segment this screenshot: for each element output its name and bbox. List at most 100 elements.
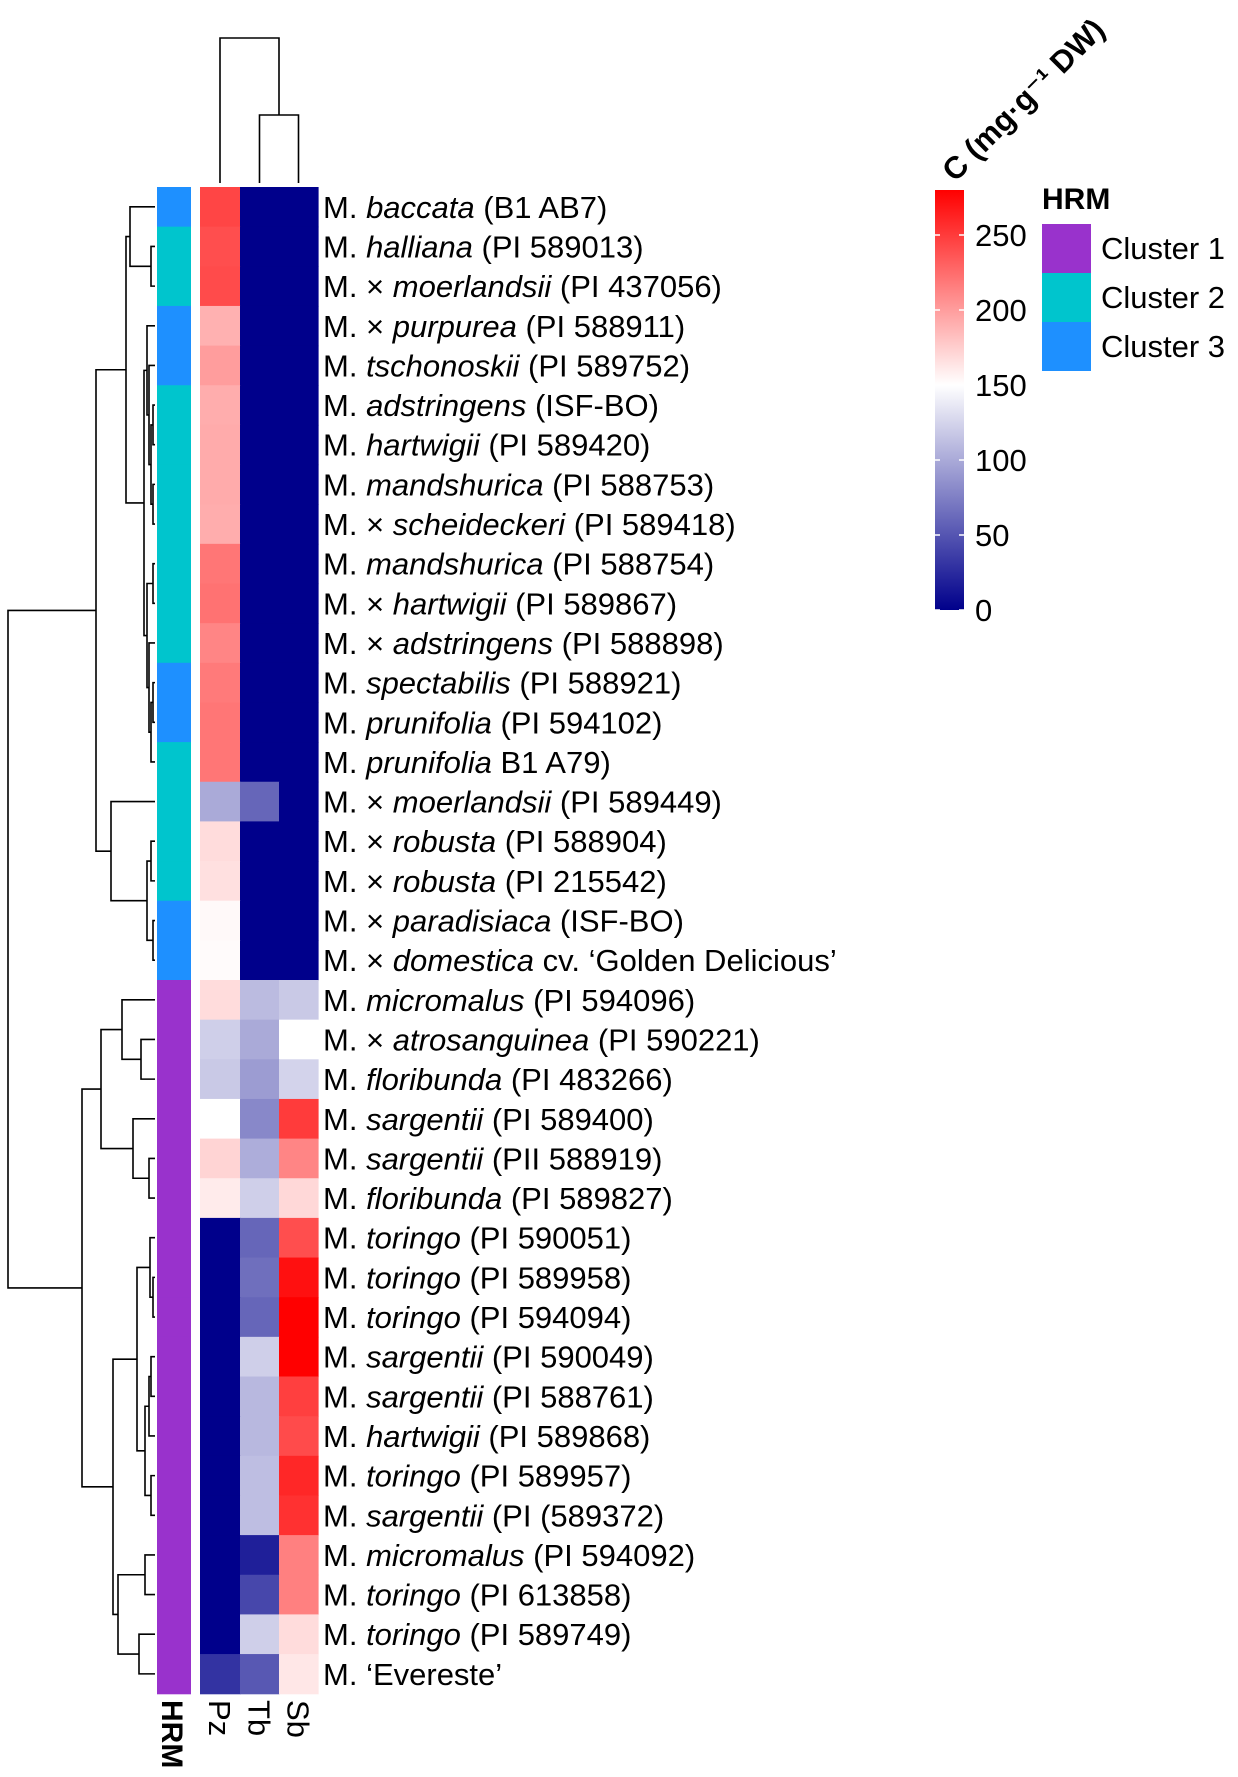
heatmap-cell: [200, 1416, 241, 1457]
heatmap-cell: [200, 900, 241, 941]
dendrogram-link: [144, 1554, 155, 1596]
row-label: M. toringo (PI 589749): [323, 1617, 631, 1652]
heatmap-cell: [279, 1098, 319, 1140]
dendrogram-link: [7, 609, 96, 1289]
hrm-cell: [157, 702, 191, 743]
hrm-cell: [157, 781, 191, 822]
row-label-accession: (PI 590221): [598, 1022, 760, 1057]
row-label-accession: (PI 613858): [469, 1578, 631, 1613]
row-label-genus: M.: [323, 190, 366, 225]
dendrogram-link: [258, 114, 300, 183]
heatmap-cell: [200, 543, 241, 585]
heatmap-cell: [240, 543, 280, 585]
row-label-genus: M.: [323, 1379, 366, 1414]
row-label-accession: (PI 437056): [560, 269, 722, 304]
dendrogram-link: [152, 1276, 155, 1318]
dendrogram-link: [146, 582, 153, 689]
heatmap-cell: [279, 424, 319, 466]
row-label-accession: (PI 594096): [533, 983, 695, 1018]
dendrogram-link: [152, 681, 155, 724]
hrm-cell: [157, 861, 191, 902]
row-label: M. baccata (B1 AB7): [323, 190, 607, 225]
row-label-species: purpurea: [392, 309, 526, 344]
row-label: M. floribunda (PI 589827): [323, 1181, 673, 1216]
row-label: M. toringo (PI 590051): [323, 1221, 631, 1256]
row-label: M. ‘Evereste’: [323, 1657, 502, 1692]
heatmap-cell: [279, 543, 319, 585]
row-label-species: micromalus: [366, 983, 533, 1018]
row-label: M. halliana (PI 589013): [323, 229, 644, 264]
row-label-accession: (ISF-BO): [535, 388, 659, 423]
hrm-legend-label: Cluster 1: [1101, 231, 1225, 266]
dendrogram-link: [150, 245, 155, 287]
hrm-cell: [157, 1178, 191, 1219]
color-scale-tick-label: 250: [975, 218, 1027, 253]
hrm-cell: [157, 1257, 191, 1298]
heatmap-cell: [279, 940, 319, 981]
row-label-species: adstringens: [366, 388, 535, 423]
row-label-species: moerlandsii: [393, 269, 560, 304]
row-label-genus: M.: [323, 1181, 366, 1216]
heatmap-cell: [279, 1257, 319, 1298]
row-label-accession: (PI 590051): [469, 1221, 631, 1256]
row-label-accession: (PI 589749): [469, 1617, 631, 1652]
hrm-cell: [157, 345, 191, 386]
row-label-species: toringo: [366, 1300, 469, 1335]
heatmap-cell: [200, 1297, 241, 1338]
hrm-cell: [157, 1455, 191, 1497]
row-label-genus: M.: [323, 745, 366, 780]
row-label: M. sargentii (PI 588761): [323, 1379, 654, 1414]
heatmap-cell: [279, 1455, 319, 1497]
hrm-legend-label: Cluster 3: [1101, 329, 1225, 364]
hrm-legend-title: HRM: [1042, 183, 1110, 216]
row-label-accession: (PI 588921): [519, 666, 681, 701]
heatmap-cell: [240, 1178, 280, 1219]
row-label: M. prunifolia (PI 594102): [323, 705, 662, 740]
row-label-genus: M.: [323, 705, 366, 740]
row-label: M. × purpurea (PI 588911): [323, 309, 685, 344]
row-label-genus: M.: [323, 1221, 366, 1256]
hrm-cell: [157, 583, 191, 624]
heatmap-cell: [240, 861, 280, 902]
dendrogram-link: [144, 1405, 151, 1497]
heatmap-cell: [200, 662, 241, 704]
row-label-genus: M.: [323, 666, 366, 701]
heatmap-cell: [240, 900, 280, 941]
heatmap-cell: [200, 1059, 241, 1100]
row-label-species: domestica: [393, 943, 543, 978]
row-label-genus: M.: [323, 1538, 366, 1573]
hrm-cell: [157, 464, 191, 505]
dendrogram-link: [150, 840, 155, 882]
row-label-accession: (PI 588761): [492, 1379, 654, 1414]
dendrogram-link: [152, 483, 155, 525]
heatmap-cell: [240, 1297, 280, 1338]
row-label-genus: M. ×: [323, 824, 393, 859]
dendrogram-link: [112, 1358, 137, 1616]
row-label: M. prunifolia B1 A79): [323, 745, 611, 780]
hrm-cell: [157, 1614, 191, 1655]
row-label: M. × atrosanguinea (PI 590221): [323, 1022, 760, 1057]
heatmap-cells: [200, 187, 319, 1695]
dendrogram-link: [125, 235, 144, 504]
heatmap-cell: [279, 1336, 319, 1378]
row-label-accession: (PI 589420): [488, 428, 650, 463]
heatmap-cell: [240, 305, 280, 347]
row-label: M. × scheideckeri (PI 589418): [323, 507, 736, 542]
hrm-legend-label: Cluster 2: [1101, 280, 1225, 315]
row-label-genus: M.: [323, 1657, 366, 1692]
heatmap-cell: [279, 266, 319, 307]
color-scale-tick-label: 0: [975, 593, 992, 628]
row-labels: M. baccata (B1 AB7) M. halliana (PI 58901…: [323, 190, 837, 1692]
dendrogram-link: [146, 860, 153, 942]
heatmap-cell: [240, 504, 280, 545]
row-label-genus: M.: [323, 1141, 366, 1176]
hrm-cell: [157, 504, 191, 545]
heatmap-cell: [279, 583, 319, 624]
row-label-genus: M.: [323, 1578, 366, 1613]
row-label-species: toringo: [366, 1260, 469, 1295]
heatmap-cell: [200, 702, 241, 743]
hrm-cell: [157, 1654, 191, 1695]
dendrogram-link: [121, 999, 155, 1061]
row-label: M. mandshurica (PI 588753): [323, 467, 714, 502]
dendrogram-link: [148, 364, 155, 466]
